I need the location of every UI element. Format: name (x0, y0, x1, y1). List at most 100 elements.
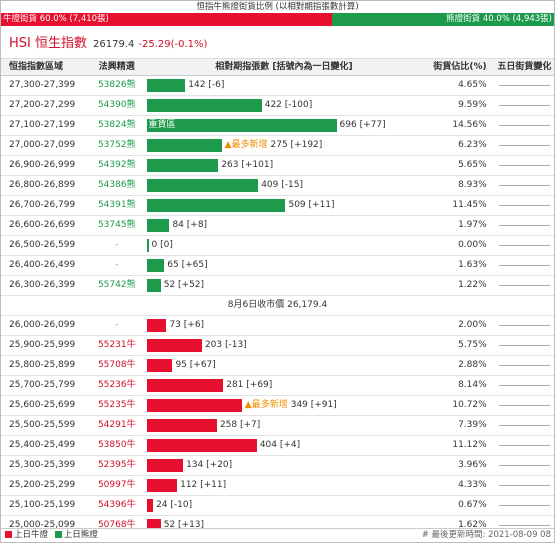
quantity-cell: ▲最多新增 275 [+192] (139, 136, 422, 155)
quantity: 142 [-6] (188, 80, 225, 90)
product: 54396牛 (97, 500, 136, 510)
range: 26,800-26,899 (9, 180, 76, 190)
column-header: 法興精選 (98, 62, 135, 72)
quantity-cell: 重貨區 696 [+77] (139, 116, 422, 135)
row: 27,300-27,399 53826熊 142 [-6] 4.65% (1, 76, 554, 96)
product: 54291牛 (97, 420, 136, 430)
quantity-bar (146, 359, 173, 372)
quantity-bar: 重貨區 (146, 119, 337, 132)
share: 11.45% (452, 200, 487, 210)
quantity-cell: 422 [-100] (139, 96, 422, 115)
share: 1.22% (458, 280, 487, 290)
product: - (115, 320, 119, 330)
five-day (495, 376, 554, 395)
product: 55742熊 (97, 280, 136, 290)
column-header: 五日街貨變化 (497, 62, 552, 72)
range: 25,900-25,999 (9, 340, 76, 350)
share: 11.12% (452, 440, 487, 450)
product: 55235牛 (97, 400, 136, 410)
quantity-bar (146, 419, 217, 432)
separator: 8月6日收市價 26,179.4 (1, 296, 554, 316)
product: 55708牛 (97, 360, 136, 370)
quantity-bar (146, 379, 224, 392)
five-day (495, 476, 554, 495)
quantity: 84 [+8] (172, 220, 208, 230)
footer: 上日牛證 上日熊證 # 最後更新時間: 2021-08-09 08 (1, 528, 554, 542)
quantity-cell: 134 [+20] (139, 456, 422, 475)
quantity-bar (146, 219, 170, 232)
range: 25,700-25,799 (9, 380, 76, 390)
share: 1.62% (458, 520, 487, 530)
row: 26,800-26,899 54386熊 409 [-15] 8.93% (1, 176, 554, 196)
column-header: 相對期指張數 [括號內為一日變化] (215, 62, 353, 72)
quantity-bar (146, 239, 149, 252)
row: 26,500-26,599 - 0 [0] 0.00% (1, 236, 554, 256)
five-day (495, 396, 554, 415)
quantity-bar (146, 339, 202, 352)
quantity-bar (146, 159, 219, 172)
five-day (495, 256, 554, 275)
range: 25,000-25,099 (9, 520, 76, 530)
five-day (495, 216, 554, 235)
quantity-cell: 404 [+4] (139, 436, 422, 455)
product: - (115, 240, 119, 250)
title: 恒指牛熊證街貨比例 (以相對期指張數計算) (196, 2, 359, 12)
five-day (495, 496, 554, 515)
quantity: 73 [+6] (169, 320, 205, 330)
bull-total: 牛證街貨 60.0% (7,410張) (1, 13, 333, 26)
quantity-bar (146, 479, 178, 492)
baseline (498, 385, 550, 386)
range: 26,400-26,499 (9, 260, 76, 270)
quantity-cell: 509 [+11] (139, 196, 422, 215)
quantity: 203 [-13] (204, 340, 247, 350)
quantity-cell: 24 [-10] (139, 496, 422, 515)
share: 10.72% (452, 400, 487, 410)
share: 0.00% (458, 240, 487, 250)
five-day (495, 116, 554, 135)
quantity-bar (146, 79, 186, 92)
row: 25,400-25,499 53850牛 404 [+4] 11.12% (1, 436, 554, 456)
quantity: 52 [+13] (163, 520, 205, 530)
share: 6.23% (458, 140, 487, 150)
quantity: 112 [+11] (180, 480, 227, 490)
quantity-bar (146, 99, 262, 112)
quantity-bar (146, 139, 222, 152)
quantity-bar (146, 279, 161, 292)
quantity: 275 [+192] (270, 140, 323, 150)
five-day (495, 76, 554, 95)
quantity-cell: 84 [+8] (139, 216, 422, 235)
baseline (498, 505, 550, 506)
quantity: 263 [+101] (221, 160, 274, 170)
quantity-bar (146, 319, 167, 332)
five-day (495, 236, 554, 255)
quantity: 134 [+20] (186, 460, 233, 470)
row: 25,900-25,999 55231牛 203 [-13] 5.75% (1, 336, 554, 356)
share: 14.56% (452, 120, 487, 130)
legend-item: 上日熊證 (63, 530, 98, 540)
five-day (495, 456, 554, 475)
quantity: 422 [-100] (264, 100, 313, 110)
baseline (498, 365, 550, 366)
five-day (495, 436, 554, 455)
share: 8.93% (458, 180, 487, 190)
share: 2.88% (458, 360, 487, 370)
quantity-cell: 0 [0] (139, 236, 422, 255)
range: 25,800-25,899 (9, 360, 76, 370)
baseline (498, 285, 550, 286)
range: 25,600-25,699 (9, 400, 76, 410)
share: 4.65% (458, 80, 487, 90)
update-time: # 最後更新時間: 2021-08-09 08 (421, 530, 551, 540)
share: 1.63% (458, 260, 487, 270)
baseline (498, 465, 550, 466)
product: 53826熊 (97, 80, 136, 90)
quantity-cell: 281 [+69] (139, 376, 422, 395)
baseline (498, 185, 550, 186)
quantity-cell: 52 [+52] (139, 276, 422, 295)
index-header: HSI 恒生指數 26179.4 -25.29(-0.1%) (1, 30, 554, 59)
column-header: 街貨佔比(%) (433, 62, 487, 72)
table-header: 恒指指數區域 法興精選 相對期指張數 [括號內為一日變化] 街貨佔比(%) 五日… (1, 59, 554, 76)
product: 53824熊 (97, 120, 136, 130)
baseline (498, 205, 550, 206)
quantity: 509 [+11] (288, 200, 335, 210)
index-name: HSI 恒生指數 (9, 36, 87, 51)
